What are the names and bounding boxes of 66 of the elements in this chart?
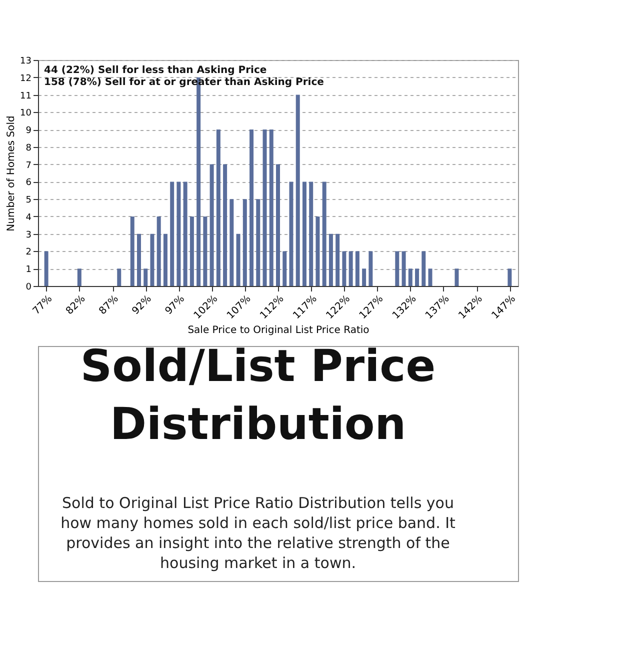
bar	[183, 182, 188, 286]
y-tick-label: 7	[26, 160, 32, 171]
bar	[210, 164, 214, 286]
bar	[296, 94, 300, 286]
bar	[262, 130, 267, 286]
bar	[163, 234, 168, 286]
y-tick-label: 12	[20, 74, 32, 84]
bar	[289, 182, 294, 286]
bar	[328, 234, 333, 286]
bar	[256, 199, 260, 286]
y-tick-label: 13	[20, 56, 32, 66]
bar	[130, 216, 134, 286]
text: Sold to Original List Price Ratio Distribution tells you how many homes sold in each sold/list price band. It provides an insight into the relative strength of the housing market in a town.	[60, 494, 456, 572]
y-tick-label: 1	[26, 265, 32, 276]
bar	[170, 182, 174, 286]
text: Sold/List Price Distribution	[80, 341, 436, 450]
bar	[309, 182, 314, 286]
x-axis-title: Sale Price to Original List Price Ratio	[188, 324, 370, 336]
bar	[342, 251, 346, 286]
bar	[150, 234, 154, 286]
bar	[203, 216, 208, 286]
y-tick-label: 9	[26, 126, 32, 136]
bar	[368, 251, 373, 286]
bar	[250, 130, 254, 286]
bar	[316, 216, 320, 286]
bar	[176, 182, 181, 286]
bar	[454, 268, 459, 286]
bar	[136, 234, 141, 286]
bar	[422, 251, 426, 286]
bar	[402, 251, 406, 286]
y-tick-label: 10	[20, 108, 32, 119]
bar	[395, 251, 400, 286]
bar	[302, 182, 306, 286]
y-tick-label: 5	[26, 196, 32, 206]
y-tick-label: 3	[26, 230, 32, 240]
y-tick-label: 0	[26, 282, 32, 292]
bar	[77, 268, 82, 286]
y-tick-label: 6	[26, 178, 32, 188]
bar	[415, 268, 420, 286]
bar	[236, 234, 240, 286]
bar	[428, 268, 432, 286]
bar	[242, 199, 247, 286]
bar	[508, 268, 512, 286]
bar	[216, 130, 220, 286]
y-tick-label: 4	[26, 212, 32, 223]
bar	[269, 130, 274, 286]
bar	[156, 216, 161, 286]
bar	[362, 268, 366, 286]
bar	[322, 182, 326, 286]
bar	[144, 268, 148, 286]
y-axis-title: Number of Homes Sold	[6, 116, 18, 232]
y-tick-label: 2	[26, 248, 32, 258]
bar	[348, 251, 353, 286]
bar	[223, 164, 228, 286]
y-tick-label: 11	[20, 91, 32, 102]
bar	[117, 268, 122, 286]
bar	[190, 216, 194, 286]
bar	[408, 268, 412, 286]
bar	[336, 234, 340, 286]
annotation: 44 (22%) Sell for less than Asking Price	[44, 65, 267, 76]
bar	[230, 199, 234, 286]
bar	[282, 251, 287, 286]
bar	[355, 251, 360, 286]
y-tick-label: 8	[26, 143, 32, 154]
bar	[44, 251, 48, 286]
bar	[276, 164, 280, 286]
